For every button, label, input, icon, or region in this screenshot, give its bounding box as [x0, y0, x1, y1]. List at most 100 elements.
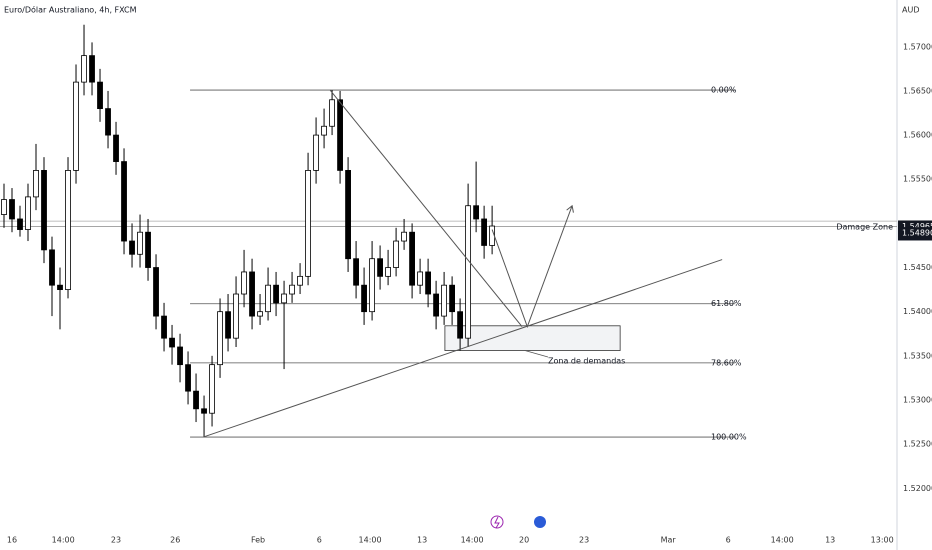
candle-body: [273, 284, 279, 304]
candle-body: [185, 364, 191, 392]
candle-body: [65, 170, 71, 291]
candle-body: [289, 284, 295, 295]
demand-zone: [444, 325, 621, 351]
candle-body: [401, 231, 407, 242]
candle-body: [121, 161, 127, 242]
projection-path: [491, 205, 573, 329]
candle-body: [169, 337, 175, 348]
trend-line: [329, 89, 523, 328]
x-tick-label: 13: [417, 536, 427, 545]
candle-body: [249, 271, 255, 317]
candle-body: [393, 240, 399, 268]
candle-body: [49, 249, 55, 286]
fib-label: 100.00%: [711, 433, 747, 442]
toolbar-icons[interactable]: [490, 515, 546, 529]
candle-body: [257, 311, 263, 317]
x-tick-label: 16: [7, 536, 17, 545]
candle-body: [425, 271, 431, 295]
candle-body: [113, 134, 119, 162]
x-tick-label: 26: [170, 536, 180, 545]
candle-body: [265, 284, 271, 313]
y-tick-label: 1.56500: [903, 86, 932, 95]
candle-body: [417, 271, 423, 286]
x-tick-label: 14:00: [359, 536, 382, 545]
candle-body: [449, 284, 456, 313]
candle-body: [41, 170, 47, 251]
candle-body: [369, 258, 375, 313]
x-tick-label: 14:00: [52, 536, 75, 545]
candle-body: [433, 293, 439, 317]
fib-label: 0.00%: [711, 86, 737, 95]
y-tick-label: 1.55500: [903, 175, 932, 184]
trend-line: [203, 259, 723, 438]
candle-body: [193, 390, 199, 410]
x-tick-label: Feb: [251, 536, 265, 545]
candle-body: [377, 258, 383, 277]
candle-body: [201, 408, 207, 414]
x-tick-label: 13: [825, 536, 835, 545]
candle-body: [385, 267, 391, 277]
candle-body: [233, 293, 239, 339]
candle-body: [297, 275, 303, 286]
candle-body: [305, 170, 311, 277]
candle-body: [97, 81, 103, 110]
candle-body: [9, 199, 15, 220]
candle-body: [161, 315, 167, 339]
candle-body: [465, 205, 472, 339]
x-tick-label: 20: [519, 536, 529, 545]
candle-body: [281, 293, 287, 304]
damage-zone-price: 1.54890: [902, 229, 932, 238]
candle-body: [337, 99, 343, 171]
candle-body: [345, 170, 351, 260]
x-tick-label: 6: [317, 536, 322, 545]
x-tick-label: 14:00: [461, 536, 484, 545]
fib-label: 78.60%: [711, 358, 742, 367]
candle-body: [145, 231, 151, 268]
last-price-label: 1.54965: [902, 222, 932, 231]
candle-body: [409, 231, 415, 286]
candle-body: [81, 55, 87, 83]
candle-body: [17, 218, 23, 230]
y-tick-label: 1.57000: [903, 42, 932, 51]
y-tick-label: 1.56000: [903, 131, 932, 140]
y-tick-label: 1.52000: [903, 484, 932, 493]
x-tick-label: 14:00: [771, 536, 794, 545]
candle-body: [321, 125, 327, 136]
candle-body: [57, 284, 63, 291]
y-tick-label: 1.53500: [903, 351, 932, 360]
zone-pointer: [524, 350, 549, 358]
y-tick-label: 1.54000: [903, 307, 932, 316]
candle-body: [217, 311, 223, 366]
candle-body: [33, 170, 39, 198]
alert-bolt: [494, 516, 500, 529]
candle-body: [457, 311, 464, 339]
candle-body: [241, 271, 247, 295]
candle-body: [313, 134, 319, 171]
candle-body: [441, 284, 447, 317]
candle-body: [89, 55, 95, 83]
damage-zone-box: [898, 227, 932, 240]
candle-body: [1, 199, 7, 215]
x-tick-label: 6: [726, 536, 731, 545]
candle-body: [153, 267, 159, 317]
x-tick-label: 23: [579, 536, 589, 545]
candle-body: [353, 258, 359, 286]
candle-body: [129, 240, 135, 255]
alert-icon[interactable]: [490, 515, 504, 529]
x-tick-label: Mar: [661, 536, 677, 545]
candle-body: [209, 364, 215, 414]
candle-body: [177, 346, 183, 366]
arrow-head: [566, 204, 574, 213]
fib-label: 61.80%: [711, 299, 742, 308]
currency: AUD: [902, 6, 920, 15]
y-tick-label: 1.52500: [903, 440, 932, 449]
candle-body: [361, 284, 367, 313]
y-tick-label: 1.53000: [903, 395, 932, 404]
y-tick-label: 1.54500: [903, 263, 932, 272]
candle-body: [105, 108, 111, 136]
candle-body: [481, 218, 488, 246]
x-tick-label: 23: [111, 536, 121, 545]
candle-body: [137, 231, 143, 255]
event-icon[interactable]: [534, 516, 546, 528]
